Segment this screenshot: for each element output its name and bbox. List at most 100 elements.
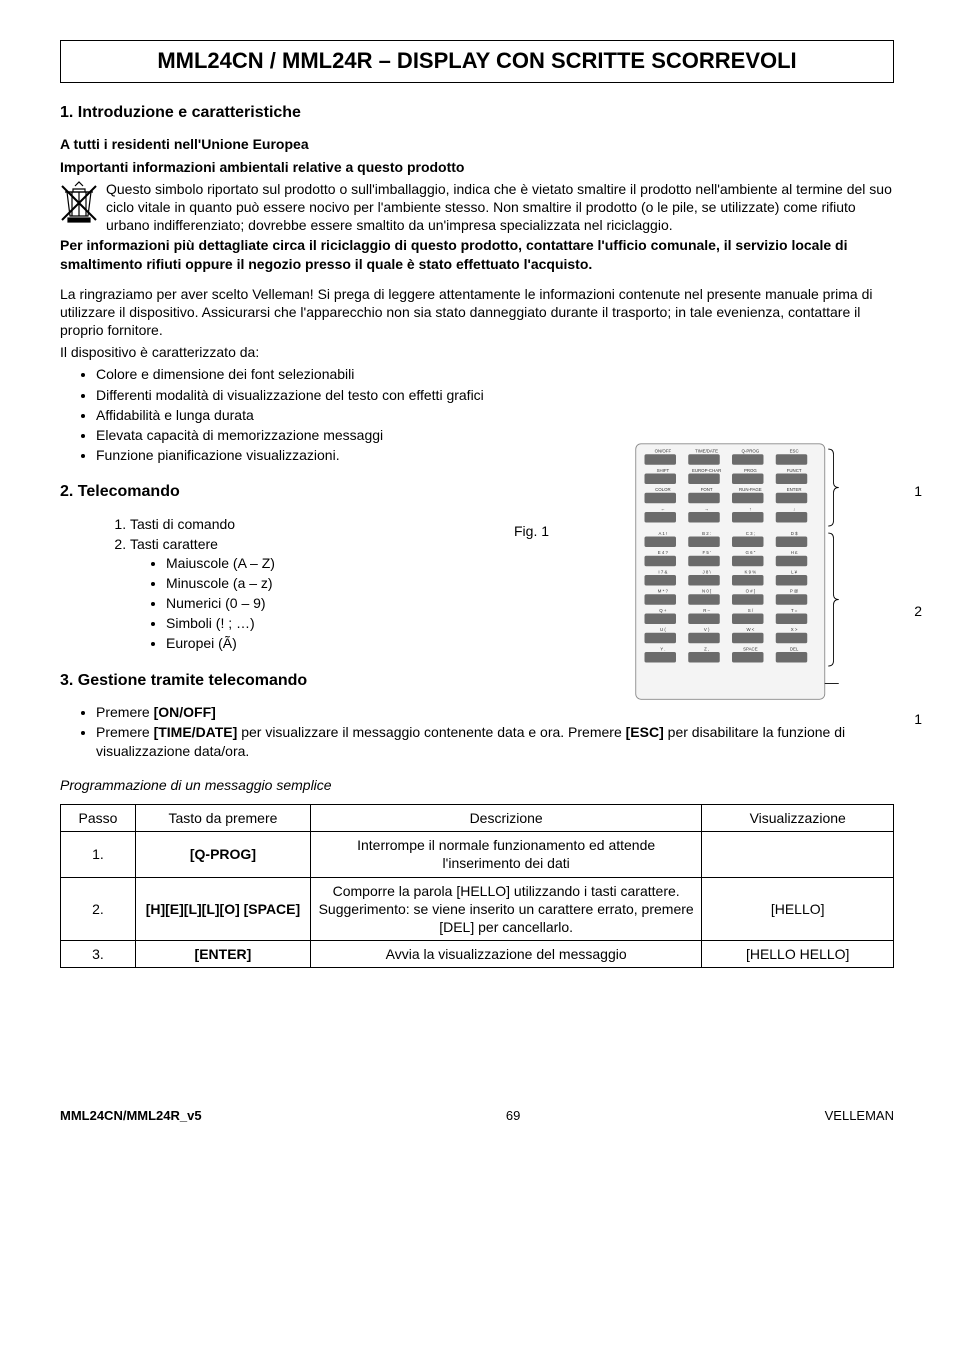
residents-heading: A tutti i residenti nell'Unione Europea [60,135,894,153]
mgmt1-key: [ON/OFF] [154,704,216,720]
env-text: Questo simbolo riportato sul prodotto o … [106,181,892,233]
cell-desc: Avvia la visualizzazione del messaggio [310,941,702,968]
waste-bin-icon [60,180,98,228]
svg-text:G 6 ": G 6 " [745,550,755,555]
steps-header-row: Passo Tasto da premere Descrizione Visua… [61,805,894,832]
footer-right: VELLEMAN [825,1108,894,1125]
brace-label-1-bot: 1 [914,710,922,728]
fig-1-label: Fig. 1 [514,522,549,540]
cell-disp: [HELLO] [702,877,894,941]
mgmt2-mid: per visualizzare il messaggio contenente… [237,724,625,740]
svg-text:U (: U ( [660,627,666,632]
brace-label-1-top: 1 [914,482,922,500]
cell-step: 2. [61,877,136,941]
table-row: 1. [Q-PROG] Interrompe il normale funzio… [61,832,894,877]
svg-text:FONT: FONT [701,487,713,492]
page-footer: MML24CN/MML24R_v5 69 VELLEMAN [60,1108,894,1125]
cell-step: 1. [61,832,136,877]
col-tasto: Tasto da premere [135,805,310,832]
steps-table: Passo Tasto da premere Descrizione Visua… [60,804,894,968]
remote-keypad-svg: ON/OFF TIME/DATE Q-PROG ESC SHIFT EUROP-CHAR P… [634,442,844,705]
svg-text:W <: W < [746,627,754,632]
env-heading: Importanti informazioni ambientali relat… [60,158,894,176]
svg-text:→: → [704,507,708,512]
svg-text:O # ]: O # ] [746,589,755,594]
svg-text:DEL: DEL [790,647,799,652]
section-1-heading: 1. Introduzione e caratteristiche [60,103,894,124]
svg-text:↑: ↑ [749,507,751,512]
svg-text:Q +: Q + [659,608,667,613]
svg-text:X >: X > [791,627,798,632]
svg-text:F 5 ': F 5 ' [702,550,711,555]
env-block: Questo simbolo riportato sul prodotto o … [60,180,894,235]
svg-text:ENTER: ENTER [787,487,802,492]
cell-disp [702,832,894,877]
svg-text:V ): V ) [704,627,710,632]
management-item-2: Premere [TIME/DATE] per visualizzare il … [96,723,894,759]
feature-item: Affidabilità e lunga durata [96,406,894,424]
cell-desc: Comporre la parola [HELLO] utilizzando i… [310,877,702,941]
svg-text:D $: D $ [791,531,798,536]
title-box: MML24CN / MML24R – DISPLAY CON SCRITTE S… [60,40,894,83]
thanks-text: La ringraziamo per aver scelto Velleman!… [60,285,894,340]
mgmt1-pre: Premere [96,704,154,720]
cell-key: [H][E][L][L][O] [SPACE] [135,877,310,941]
svg-text:R –: R – [703,608,710,613]
svg-text:E 4 ?: E 4 ? [658,550,669,555]
recycle-bold: Per informazioni più dettagliate circa i… [60,236,894,272]
svg-text:←: ← [661,507,665,512]
svg-text:T =: T = [791,608,798,613]
cell-step: 3. [61,941,136,968]
svg-text:H £: H £ [791,550,798,555]
table-row: 3. [ENTER] Avvia la visualizzazione del … [61,941,894,968]
col-visualizzazione: Visualizzazione [702,805,894,832]
svg-text:TIME/DATE: TIME/DATE [695,449,718,454]
prog-heading: Programmazione di un messaggio semplice [60,776,894,794]
svg-text:B 2 :: B 2 : [702,531,711,536]
feature-item: Differenti modalità di visualizzazione d… [96,386,894,404]
svg-text:A 1 !: A 1 ! [659,531,668,536]
cell-desc: Interrompe il normale funzionamento ed a… [310,832,702,877]
svg-text:Q-PROG: Q-PROG [742,449,760,454]
svg-text:N 0 [: N 0 [ [702,589,712,594]
brace-label-2: 2 [914,602,922,620]
remote-figure: Fig. 1 ON/OFFTIME/DATEQ-PROGESCSHIFTEURO… [634,442,894,709]
feature-item: Colore e dimensione dei font selezionabi… [96,365,894,383]
footer-center: 69 [506,1108,520,1125]
device-char-text: Il dispositivo è caratterizzato da: [60,343,894,361]
cell-key: [ENTER] [135,941,310,968]
col-descrizione: Descrizione [310,805,702,832]
svg-text:ESC: ESC [790,449,799,454]
col-passo: Passo [61,805,136,832]
svg-text:FUNCT: FUNCT [787,468,802,473]
mgmt2-key2: [ESC] [626,724,664,740]
cell-key: [Q-PROG] [135,832,310,877]
cell-disp: [HELLO HELLO] [702,941,894,968]
svg-text:S /: S / [748,608,754,613]
svg-text:L ¥: L ¥ [791,570,797,575]
svg-text:P @: P @ [790,589,799,594]
svg-text:J 8 \: J 8 \ [703,570,712,575]
svg-text:RUN-PAGE: RUN-PAGE [739,487,762,492]
footer-left: MML24CN/MML24R_v5 [60,1108,202,1125]
svg-text:I 7 &: I 7 & [658,570,667,575]
svg-text:K 9 %: K 9 % [745,570,757,575]
management-list: Premere [ON/OFF] Premere [TIME/DATE] per… [96,703,894,760]
svg-text:↓: ↓ [793,507,795,512]
table-row: 2. [H][E][L][L][O] [SPACE] Comporre la p… [61,877,894,941]
svg-text:C 3 ;: C 3 ; [746,531,755,536]
svg-text:Y .: Y . [660,647,665,652]
svg-text:SPACE: SPACE [743,647,758,652]
main-title: MML24CN / MML24R – DISPLAY CON SCRITTE S… [157,48,796,73]
svg-text:M * ?: M * ? [658,589,669,594]
mgmt2-key: [TIME/DATE] [154,724,238,740]
remote-block: 2. Telecomando Tasti di comando Tasti ca… [60,482,894,652]
svg-text:ON/OFF: ON/OFF [655,449,672,454]
svg-text:COLOR: COLOR [655,487,671,492]
svg-text:EUROP-CHAR: EUROP-CHAR [692,468,721,473]
svg-text:Z ,: Z , [704,647,709,652]
svg-text:PROG: PROG [744,468,757,473]
svg-text:SHIFT: SHIFT [657,468,670,473]
mgmt2-pre: Premere [96,724,154,740]
remote-item-2-label: Tasti carattere [130,536,218,552]
